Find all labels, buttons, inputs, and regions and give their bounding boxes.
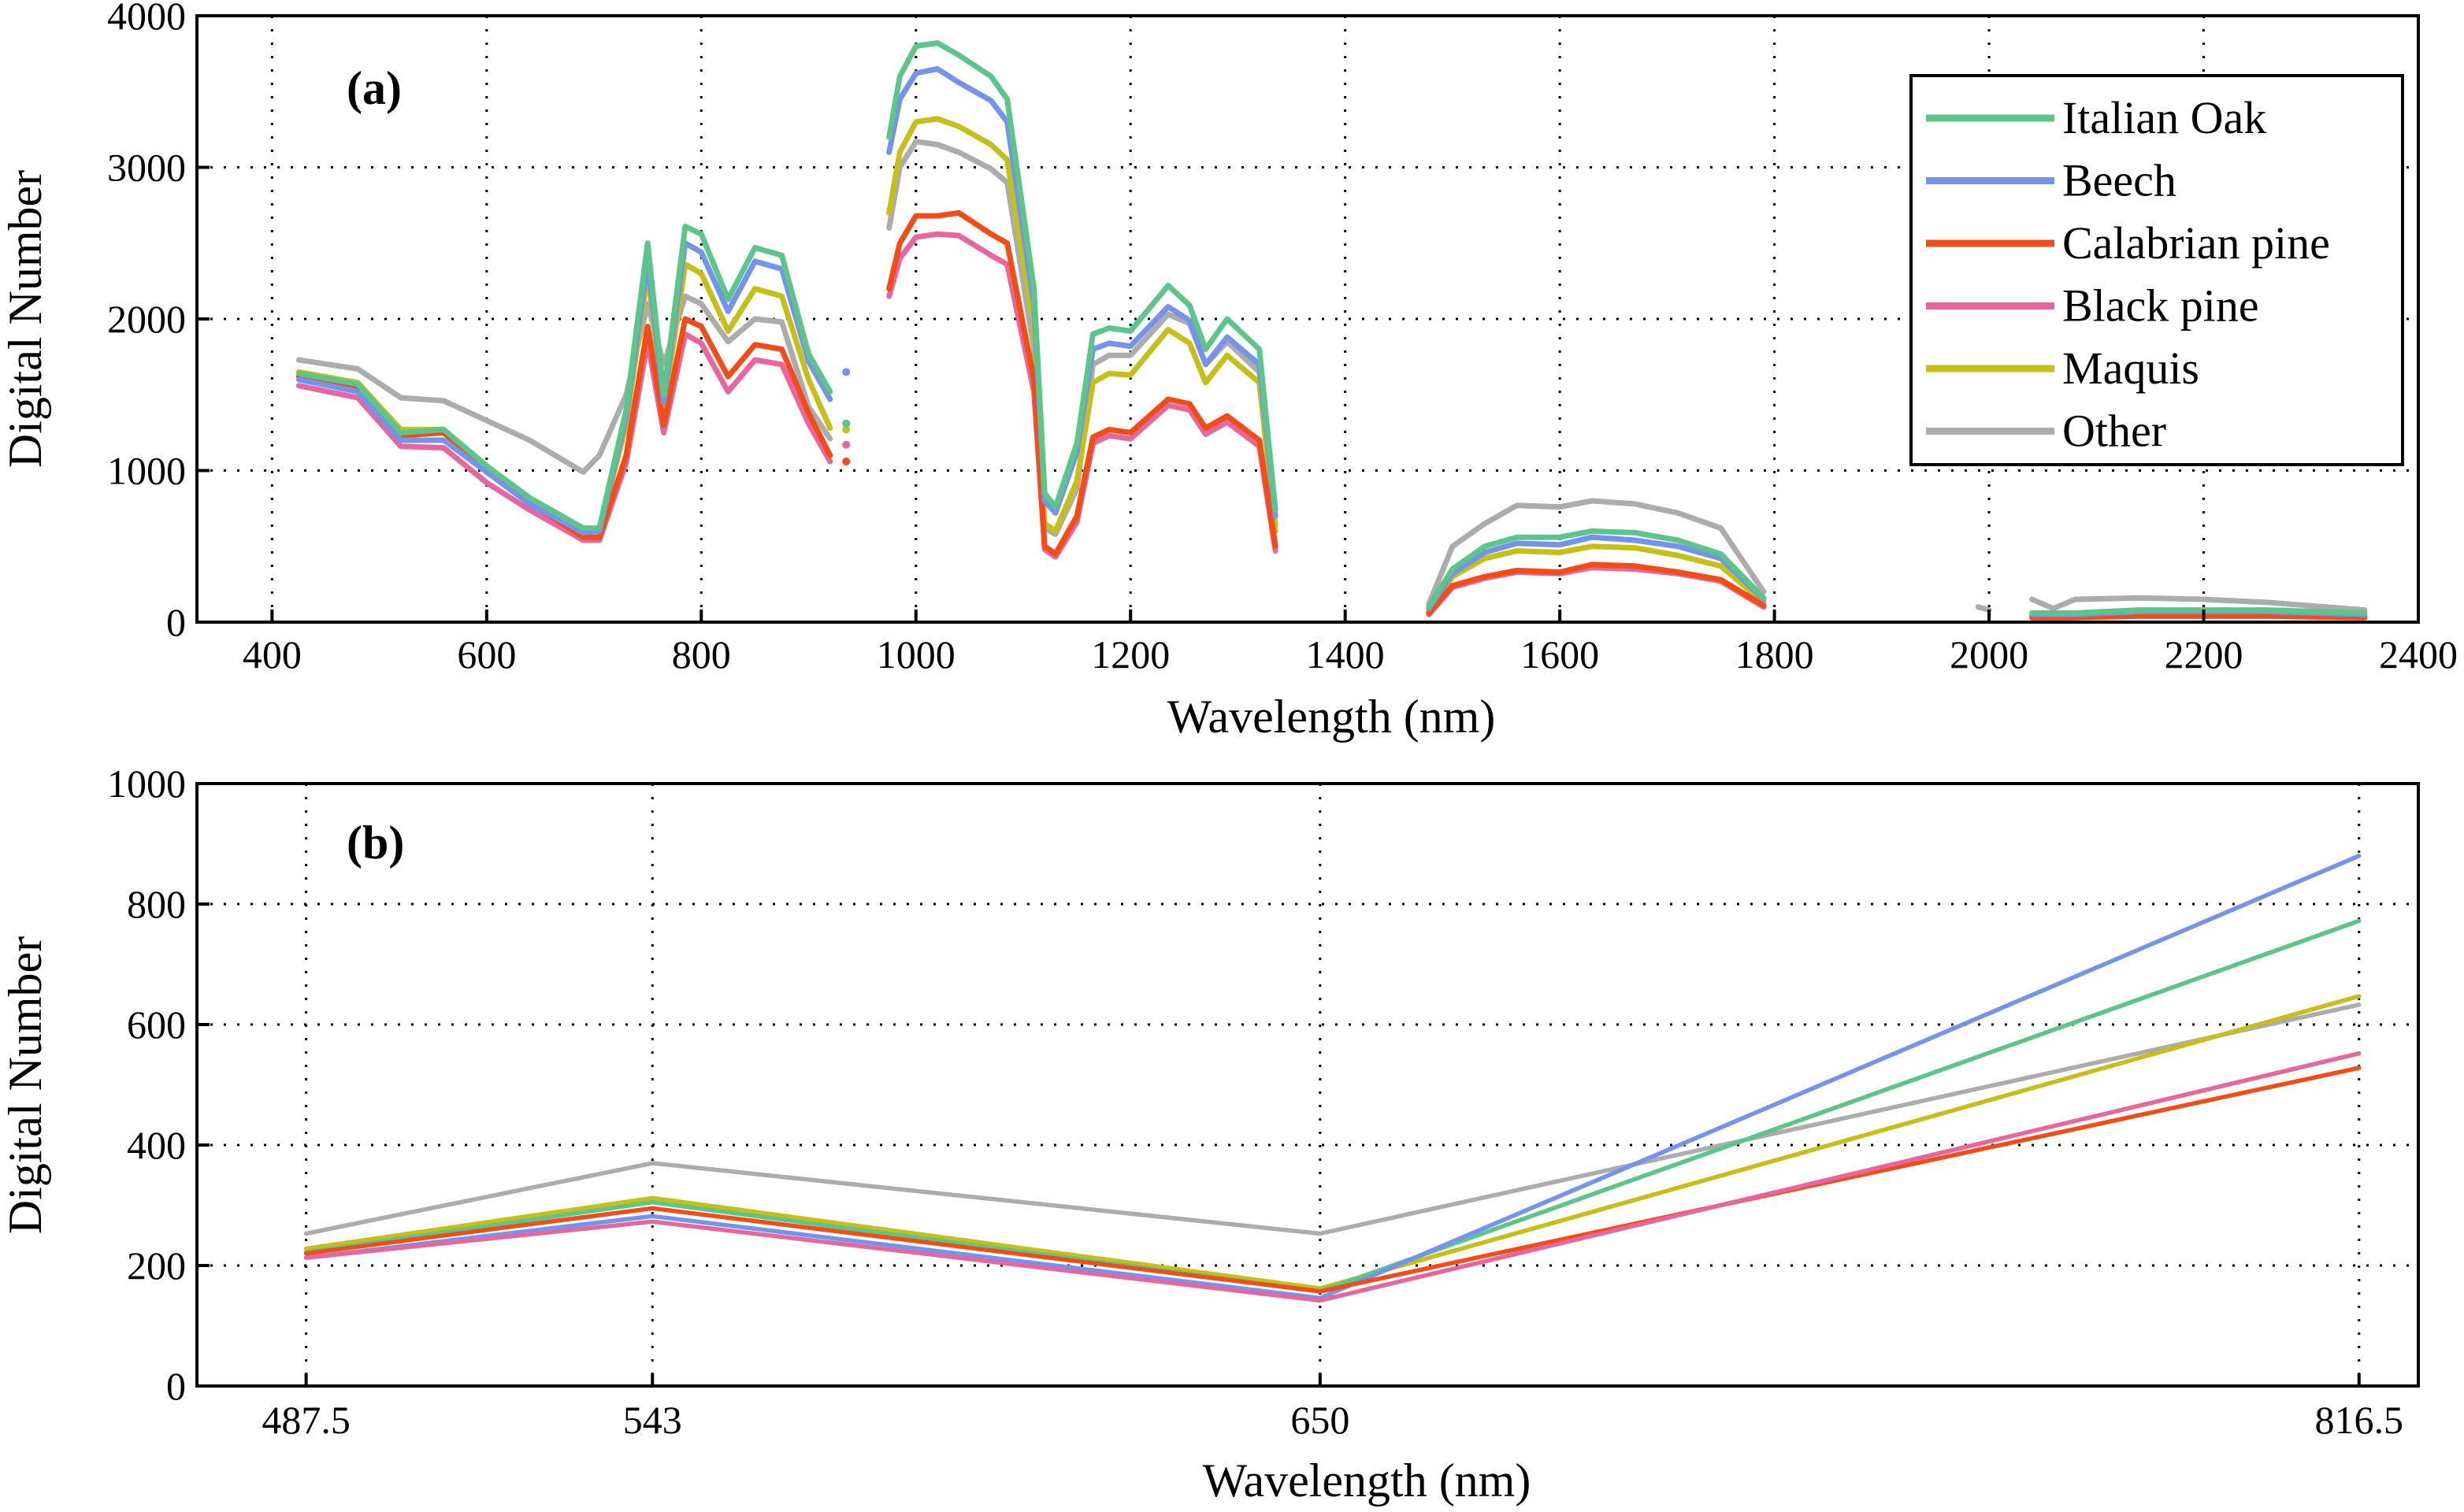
- series-segment-maquis: [295, 261, 833, 534]
- legend-label: Beech: [2062, 155, 2176, 206]
- panel-b-ticks: 487.5 543 650 816.5 0 200 400 600 800 1000: [107, 762, 2403, 1442]
- panel-a-y-tick-label: 2000: [107, 297, 186, 341]
- series-segment-italian-oak: [2029, 607, 2368, 616]
- panel-a-x-tick-label: 400: [243, 632, 302, 676]
- legend: Italian Oak Beech Calabrian pine Black pine…: [1909, 74, 2404, 466]
- series-segment-calabrian-pine: [295, 316, 833, 540]
- series-segment-italian-oak: [295, 224, 833, 532]
- panel-a-chart: 400 600 800 1000 1200 1400 1600 1800 2000 2200 240…: [0, 0, 2458, 743]
- panel-b-axes-frame: [195, 782, 2420, 1388]
- panel-a-x-tick-label: 800: [672, 632, 731, 676]
- series-segment-calabrian-pine: [2029, 613, 2368, 621]
- legend-label: Italian Oak: [2062, 92, 2266, 143]
- panel-a-y-tick-label: 3000: [107, 146, 186, 190]
- series-point-beech: [842, 368, 851, 376]
- panel-a-y-tick-label: 4000: [107, 0, 186, 38]
- panel-b-x-tick-label: 816.5: [2314, 1398, 2403, 1442]
- series-segment-other: [2029, 595, 2368, 613]
- panel-b-x-axis-label: Wavelength (nm): [1203, 1455, 1531, 1506]
- panel-a-tag: (a): [347, 62, 402, 114]
- series-italian-oak-b: [303, 918, 2362, 1294]
- series-other-b: [303, 1002, 2362, 1236]
- series-segment-other: [1975, 604, 1992, 613]
- panel-b-y-axis-label: Digital Number: [0, 936, 51, 1234]
- panel-b-chart: 487.5 543 650 816.5 0 200 400 600 800 1000 (b) Wa…: [0, 762, 2420, 1506]
- legend-label: Other: [2062, 406, 2166, 457]
- legend-label: Maquis: [2062, 343, 2199, 394]
- series-segment-beech: [1426, 534, 1767, 612]
- legend-entry-calabrian-pine: Calabrian pine: [1926, 217, 2330, 269]
- panel-a-x-axis-label: Wavelength (nm): [1167, 691, 1496, 743]
- series-black-pine-b: [303, 1051, 2362, 1303]
- panel-b-y-tick-label: 600: [127, 1002, 186, 1047]
- series-maquis-b: [303, 994, 2362, 1291]
- legend-entry-beech: Beech: [1926, 155, 2176, 206]
- panel-b-y-tick-label: 0: [166, 1364, 186, 1408]
- panel-b-y-tick-label: 1000: [107, 762, 186, 806]
- panel-a-x-tick-label: 2200: [2165, 632, 2243, 676]
- series-calabrian-pine-b: [303, 1065, 2362, 1294]
- series-point-black-pine: [842, 440, 851, 449]
- series-segment-italian-oak: [1426, 528, 1767, 610]
- panel-a-y-tick-label: 0: [166, 600, 186, 644]
- panel-a-x-tick-label: 1800: [1735, 632, 1814, 676]
- legend-box: [1909, 74, 2404, 466]
- series-point-italian-oak: [842, 419, 851, 428]
- series-segment-other: [886, 139, 1278, 537]
- panel-a-x-tick-label: 600: [457, 632, 516, 676]
- series-point-maquis: [842, 425, 851, 434]
- series-segment-calabrian-pine: [886, 209, 1278, 557]
- series-segment-calabrian-pine: [1426, 561, 1767, 616]
- panel-b-x-tick-label: 487.5: [262, 1398, 351, 1442]
- series-segment-other: [295, 293, 833, 475]
- series-calabrian-pine: [295, 209, 2368, 621]
- legend-entry-maquis: Maquis: [1926, 343, 2199, 394]
- series-segment-maquis: [886, 116, 1278, 534]
- series-point-calabrian-pine: [842, 457, 851, 465]
- series-segment-beech: [295, 240, 833, 536]
- legend-entry-other: Other: [1926, 406, 2166, 457]
- panel-a-y-axis-label: Digital Number: [0, 170, 51, 468]
- panel-b-y-tick-label: 200: [127, 1243, 186, 1288]
- panel-b-x-tick-label: 543: [623, 1398, 682, 1442]
- series-segment-other: [1426, 498, 1767, 607]
- panel-a-x-tick-label: 2000: [1950, 632, 2028, 676]
- panel-a-x-tick-label: 1000: [877, 632, 956, 676]
- series-beech-b: [303, 854, 2362, 1301]
- series-segment-black-pine: [1426, 565, 1767, 617]
- series-italian-oak: [295, 40, 2368, 616]
- panel-b-x-tick-label: 650: [1290, 1398, 1349, 1442]
- panel-b-y-tick-label: 400: [127, 1123, 186, 1167]
- panel-a-x-tick-label: 1400: [1306, 632, 1385, 676]
- panel-b-y-tick-label: 800: [127, 882, 186, 926]
- legend-entry-italian-oak: Italian Oak: [1926, 92, 2266, 143]
- panel-a-series: [295, 40, 2368, 621]
- panel-a-x-tick-label: 1200: [1091, 632, 1170, 676]
- panel-a-x-tick-label: 1600: [1520, 632, 1599, 676]
- legend-label: Calabrian pine: [2062, 217, 2330, 269]
- series-segment-italian-oak: [886, 40, 1278, 513]
- panel-a-ticks: 400 600 800 1000 1200 1400 1600 1800 2000 2200 240…: [107, 0, 2458, 676]
- panel-a-y-tick-label: 1000: [107, 449, 186, 493]
- series-segment-black-pine: [295, 331, 833, 543]
- panel-b-tag: (b): [347, 817, 404, 869]
- legend-entry-black-pine: Black pine: [1926, 280, 2259, 332]
- series-segment-maquis: [1426, 543, 1767, 614]
- legend-label: Black pine: [2062, 280, 2259, 332]
- panel-a-x-tick-label: 2400: [2379, 632, 2458, 676]
- panel-b-series: [303, 854, 2362, 1303]
